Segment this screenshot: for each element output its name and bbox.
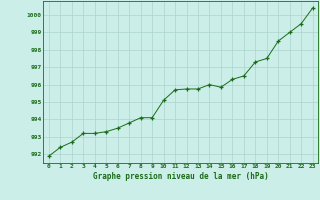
X-axis label: Graphe pression niveau de la mer (hPa): Graphe pression niveau de la mer (hPa) (93, 172, 269, 181)
